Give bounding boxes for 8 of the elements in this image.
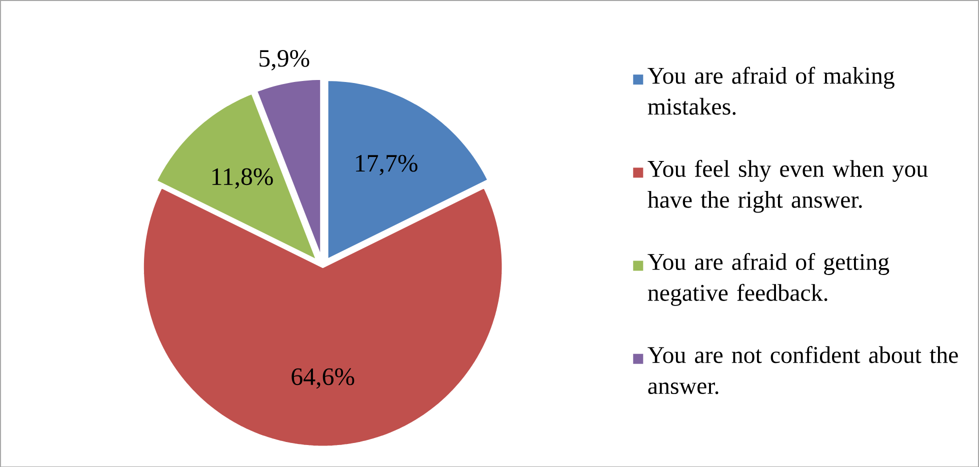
data-label: 5,9% (260, 50, 310, 70)
data-label: 11,8% (212, 168, 273, 188)
legend-label: You feel shy even when you have the right answer. (648, 160, 928, 213)
legend-label: You are not confident about the answer. (648, 346, 958, 394)
data-label: 17,7% (356, 154, 418, 176)
legend-label: You are afraid of making mistakes. (648, 66, 894, 115)
legend-label: You are afraid of getting negative feedback. (648, 252, 890, 306)
data-label: 64,6% (292, 368, 354, 388)
